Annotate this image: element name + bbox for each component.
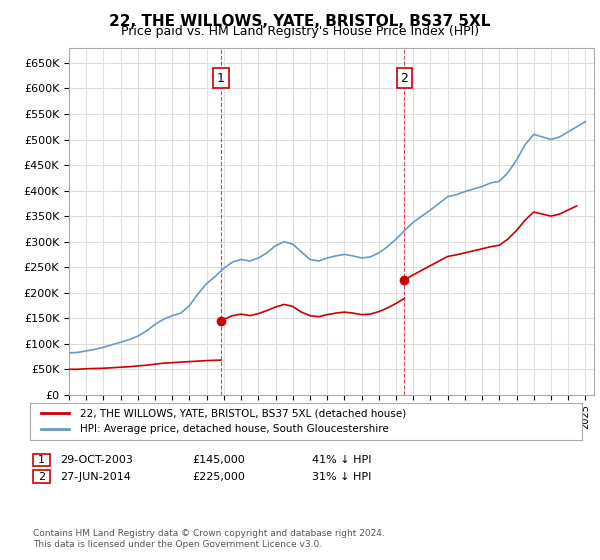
Text: 2: 2	[401, 72, 409, 85]
Text: £225,000: £225,000	[192, 472, 245, 482]
Text: 27-JUN-2014: 27-JUN-2014	[60, 472, 131, 482]
Text: 29-OCT-2003: 29-OCT-2003	[60, 455, 133, 465]
Text: 1: 1	[38, 455, 45, 465]
Text: 41% ↓ HPI: 41% ↓ HPI	[312, 455, 371, 465]
Text: 1: 1	[217, 72, 225, 85]
Text: 2: 2	[38, 472, 45, 482]
Text: 22, THE WILLOWS, YATE, BRISTOL, BS37 5XL: 22, THE WILLOWS, YATE, BRISTOL, BS37 5XL	[109, 14, 491, 29]
Text: £145,000: £145,000	[192, 455, 245, 465]
Text: HPI: Average price, detached house, South Gloucestershire: HPI: Average price, detached house, Sout…	[80, 424, 388, 435]
Text: Price paid vs. HM Land Registry's House Price Index (HPI): Price paid vs. HM Land Registry's House …	[121, 25, 479, 38]
Text: 31% ↓ HPI: 31% ↓ HPI	[312, 472, 371, 482]
Text: Contains HM Land Registry data © Crown copyright and database right 2024.
This d: Contains HM Land Registry data © Crown c…	[33, 529, 385, 549]
Text: 22, THE WILLOWS, YATE, BRISTOL, BS37 5XL (detached house): 22, THE WILLOWS, YATE, BRISTOL, BS37 5XL…	[80, 408, 406, 418]
